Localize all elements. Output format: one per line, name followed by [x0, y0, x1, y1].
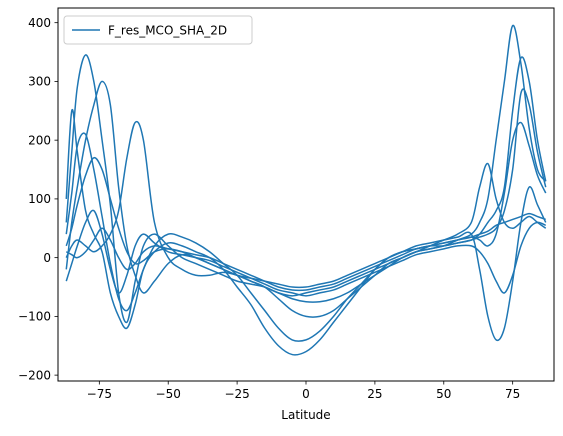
series-line-4 — [65, 120, 547, 318]
legend-box — [63, 15, 253, 45]
x-tick-label: 0 — [302, 387, 310, 401]
x-tick-label: −25 — [224, 387, 249, 401]
legend-label: F_res_MCO_SHA_2D — [108, 24, 227, 38]
y-tick-label: 0 — [43, 251, 51, 265]
series-line-6 — [65, 209, 547, 297]
x-axis: −75 −50 −25 0 25 50 75 — [87, 381, 520, 401]
series-line-3 — [65, 80, 547, 342]
x-tick-label: 25 — [367, 387, 382, 401]
series-line-1 — [65, 24, 547, 324]
x-tick-label: 75 — [505, 387, 520, 401]
x-tick-label: 50 — [436, 387, 451, 401]
legend: F_res_MCO_SHA_2D — [63, 15, 253, 45]
y-tick-label: 100 — [28, 192, 51, 206]
y-tick-label: 300 — [28, 75, 51, 89]
series-line-7 — [65, 88, 547, 303]
series-line-5 — [65, 121, 547, 342]
y-tick-label: −100 — [18, 310, 51, 324]
x-axis-label: Latitude — [281, 408, 330, 422]
series-layer — [65, 24, 547, 356]
y-axis: −200 −100 0 100 200 300 400 — [18, 16, 58, 382]
x-tick-label: −50 — [156, 387, 181, 401]
y-tick-label: 400 — [28, 16, 51, 30]
series-line-2 — [65, 56, 547, 356]
x-tick-label: −75 — [87, 387, 112, 401]
y-tick-label: −200 — [18, 368, 51, 382]
y-tick-label: 200 — [28, 133, 51, 147]
series-line-8 — [65, 212, 546, 292]
